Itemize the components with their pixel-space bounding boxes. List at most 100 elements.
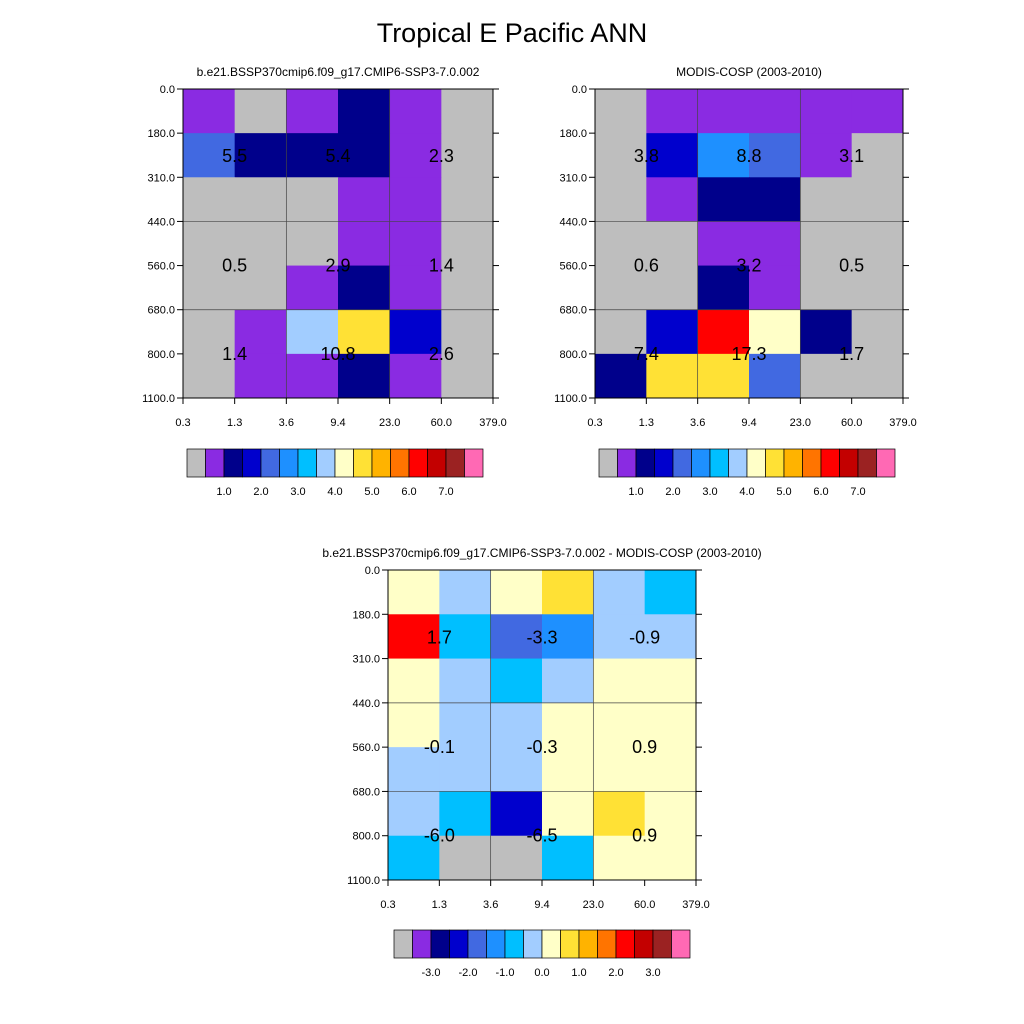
heatmap-cell	[644, 658, 697, 704]
y-tick-label: 1100.0	[554, 393, 587, 405]
y-tick-label: 180.0	[147, 128, 175, 140]
colorbar-label: -2.0	[459, 967, 478, 979]
colorbar-box	[635, 448, 655, 478]
colorbar-box	[445, 448, 465, 478]
heatmap-cell	[183, 177, 236, 222]
heatmap-cell	[800, 265, 853, 311]
x-tick-label: 379.0	[479, 417, 507, 429]
x-tick-label: 0.3	[587, 417, 602, 429]
heatmap-cell	[800, 133, 853, 178]
colorbar-label: 6.0	[401, 486, 416, 498]
y-tick-label: 560.0	[559, 261, 587, 273]
colorbar-label: 0.0	[534, 967, 549, 979]
heatmap-cell	[389, 177, 442, 222]
colorbar-box	[691, 448, 711, 478]
heatmap-cell	[389, 133, 442, 178]
colorbar-box	[654, 448, 674, 478]
heatmap-cell	[234, 89, 287, 134]
heatmap-cell	[490, 658, 543, 704]
y-tick-label: 310.0	[147, 172, 175, 184]
colorbar-box	[316, 448, 336, 478]
x-tick-label: 0.3	[380, 899, 395, 911]
heatmap-cell	[389, 353, 442, 399]
colorbar-box	[504, 929, 524, 959]
heatmap-cell	[542, 570, 594, 615]
x-tick-label: 1.3	[639, 417, 654, 429]
colorbar-box	[449, 929, 469, 959]
colorbar-box	[765, 448, 785, 478]
heatmap-cell	[441, 89, 494, 134]
colorbar-box	[393, 929, 413, 959]
panel-2: MODIS-COSP (2003-2010) 0.0 180.0 310.0 440.0…	[554, 65, 917, 429]
heatmap-cell	[490, 702, 543, 748]
colorbar-label: 3.0	[702, 486, 717, 498]
heatmap-cell	[593, 614, 646, 660]
value-label: -0.9	[629, 627, 660, 647]
colorbar-box	[652, 929, 672, 959]
heatmap-cell	[644, 702, 697, 748]
heatmap-cell	[388, 835, 440, 881]
colorbar-label: 2.0	[665, 486, 680, 498]
heatmap-cell	[749, 89, 801, 134]
heatmap-cell	[234, 309, 287, 355]
colorbar-label: -1.0	[496, 967, 515, 979]
heatmap-cell	[389, 89, 442, 134]
value-label: 10.8	[320, 344, 355, 364]
colorbar-label: 5.0	[364, 486, 379, 498]
heatmap-cell	[441, 221, 494, 267]
colorbar: 1.0 2.0 3.0 4.0 5.0 6.0 7.0	[186, 448, 484, 498]
value-label: 17.3	[731, 344, 766, 364]
heatmap-cell	[644, 570, 697, 615]
colorbar-box	[186, 448, 206, 478]
x-tick-label: 9.4	[330, 417, 345, 429]
y-tick-label: 440.0	[559, 216, 587, 228]
heatmap-cell	[595, 177, 647, 222]
colorbar-label: 7.0	[850, 486, 865, 498]
colorbar-box	[617, 448, 637, 478]
heatmap-cell	[800, 221, 853, 267]
colorbar-box	[334, 448, 354, 478]
colorbar-label: 2.0	[608, 967, 623, 979]
y-tick-label: 800.0	[352, 831, 380, 843]
heatmap-cell	[697, 265, 750, 311]
heatmap-cell	[183, 133, 236, 178]
colorbar-box	[728, 448, 748, 478]
colorbar-box	[412, 929, 432, 959]
y-tick-label: 0.0	[572, 84, 587, 96]
colorbar-box	[802, 448, 822, 478]
heatmap-cell	[388, 702, 440, 748]
heatmap-cell	[800, 309, 853, 355]
y-tick-label: 180.0	[352, 609, 380, 621]
heatmap-cell	[183, 353, 236, 399]
value-label: -6.0	[424, 826, 455, 846]
colorbar-box	[709, 448, 729, 478]
colorbar-box	[279, 448, 299, 478]
x-tick-label: 3.6	[483, 899, 498, 911]
value-label: 1.7	[839, 344, 864, 364]
panel-title: MODIS-COSP (2003-2010)	[676, 65, 822, 79]
value-label: 5.4	[325, 146, 350, 166]
heatmap-cell	[646, 221, 699, 267]
heatmap-cell	[439, 570, 492, 615]
y-tick-label: 310.0	[559, 172, 587, 184]
colorbar-label: 3.0	[645, 967, 660, 979]
colorbar-box	[820, 448, 840, 478]
heatmap-cell	[646, 265, 699, 311]
x-tick-label: 60.0	[431, 417, 452, 429]
colorbar-box	[427, 448, 447, 478]
colorbar-box	[672, 448, 692, 478]
heatmap-cell	[439, 747, 492, 792]
heatmap-cell	[749, 177, 801, 222]
heatmap-cell	[388, 791, 440, 837]
heatmap-cell	[749, 309, 801, 355]
x-tick-label: 0.3	[175, 417, 190, 429]
heatmap-cell	[388, 658, 440, 704]
panel-1: b.e21.BSSP370cmip6.f09_g17.CMIP6-SSP3-7.…	[142, 65, 507, 429]
heatmap-cell	[439, 791, 492, 837]
heatmap-cell	[644, 747, 697, 792]
colorbar: -3.0 -2.0 -1.0 0.0 1.0 2.0 3.0	[393, 929, 691, 979]
heatmap-cell	[542, 658, 594, 704]
colorbar-box	[598, 448, 618, 478]
value-label: -3.3	[526, 627, 557, 647]
heatmap-cell	[749, 133, 801, 178]
